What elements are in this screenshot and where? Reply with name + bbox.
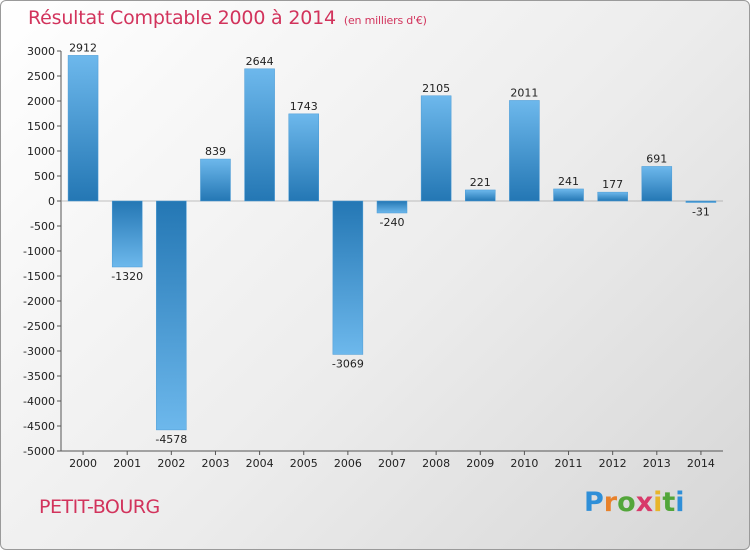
logo-letter: P [584,487,604,518]
data-label-2011: 241 [558,175,579,188]
data-label-2006: -3069 [332,357,364,370]
chart-subtitle: (en milliers d'€) [343,14,427,27]
logo-letter: r [603,487,618,518]
bar-2009 [465,189,496,202]
y-tick-label: -1500 [23,270,55,283]
logo-letter: t [662,487,676,518]
bar-2005 [288,113,319,202]
chart-axes: 3000 2500 2000 1500 1000 500 0 -500 -1000 -1500 -2… [23,45,723,470]
x-tick-label-2004: 2004 [246,457,274,470]
x-tick-label-2014: 2014 [687,457,715,470]
bar-2003 [200,158,231,202]
bar-2002 [156,200,187,431]
logo-letter: x [635,487,654,518]
y-tick-label: 1000 [27,145,55,158]
y-tick-label: -4500 [23,420,55,433]
y-tick-label: -2000 [23,295,55,308]
chart-title-text: Résultat Comptable 2000 à 2014 [28,7,336,29]
y-tick-label: 2000 [27,95,55,108]
logo-letter: i [675,487,685,518]
x-tick-label-2007: 2007 [378,457,406,470]
y-tick-label: 1500 [27,120,55,133]
x-tick-label-2000: 2000 [69,457,97,470]
chart-title: Résultat Comptable 2000 à 2014 (en millie… [28,7,427,29]
y-tick-label: -5000 [23,445,55,458]
data-label-2007: -240 [380,216,405,229]
data-label-2012: 177 [602,178,623,191]
x-tick-label-2013: 2013 [643,457,671,470]
data-label-2013: 691 [646,152,667,165]
bar-2011 [553,188,584,202]
logo-letter: i [653,487,663,518]
bar-2012 [597,191,628,202]
chart-bars [67,55,717,431]
y-tick-label: -500 [30,220,55,233]
y-tick-label: -3000 [23,345,55,358]
y-tick-label: 2500 [27,70,55,83]
bar-2004 [244,68,275,202]
x-tick-label-2012: 2012 [599,457,627,470]
y-tick-label: -2500 [23,320,55,333]
y-tick-label: 0 [48,195,55,208]
data-label-2014: -31 [692,206,710,219]
bar-2014 [685,200,717,203]
x-tick-label-2005: 2005 [290,457,318,470]
data-label-2010: 2011 [510,86,538,99]
data-label-2000: 2912 [69,41,97,54]
x-tick-label-2003: 2003 [201,457,229,470]
proxiti-logo: Proxiti [584,487,685,518]
y-tick-label: 500 [34,170,55,183]
bar-2013 [641,166,673,202]
y-tick-label: -4000 [23,395,55,408]
bar-2008 [420,95,452,202]
x-tick-label-2009: 2009 [466,457,494,470]
logo-letter: o [617,487,636,518]
data-label-2003: 839 [205,145,226,158]
commune-name: PETIT-BOURG [39,496,160,518]
data-label-2001: -1320 [111,270,143,283]
x-tick-label-2006: 2006 [334,457,362,470]
y-tick-label: -1000 [23,245,55,258]
data-label-2002: -4578 [155,433,187,446]
bar-2006 [332,200,364,355]
x-tick-label-2011: 2011 [555,457,583,470]
chart-data-labels: 2912 -1320 -4578 839 2644 1743 -3069 -240 2105 22… [69,41,710,446]
y-tick-label: -3500 [23,370,55,383]
bar-2010 [509,100,540,202]
bar-2001 [111,200,143,268]
x-tick-label-2001: 2001 [113,457,141,470]
y-tick-label: 3000 [27,45,55,58]
bar-2000 [67,55,99,202]
x-tick-label-2002: 2002 [157,457,185,470]
data-label-2009: 221 [470,176,491,189]
x-tick-label-2010: 2010 [510,457,538,470]
data-label-2004: 2644 [246,55,274,68]
data-label-2008: 2105 [422,82,450,95]
x-tick-label-2008: 2008 [422,457,450,470]
bar-2007 [376,200,408,214]
data-label-2005: 1743 [290,100,318,113]
